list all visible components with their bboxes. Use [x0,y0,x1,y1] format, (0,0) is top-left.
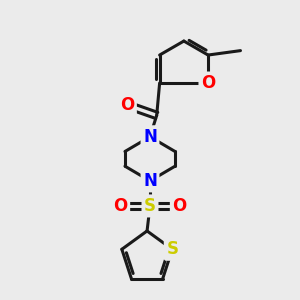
Text: O: O [120,96,134,114]
Text: O: O [201,74,215,92]
Text: N: N [143,172,157,190]
Text: S: S [166,240,178,258]
Text: S: S [144,197,156,215]
Text: O: O [113,197,128,215]
Text: O: O [172,197,187,215]
Text: N: N [143,128,157,146]
